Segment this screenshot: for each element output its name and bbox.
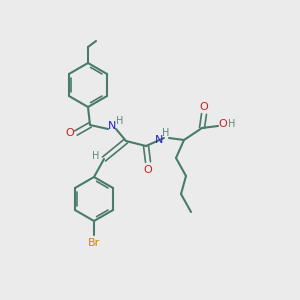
Text: O: O xyxy=(66,128,74,138)
Text: N: N xyxy=(108,121,116,131)
Text: O: O xyxy=(144,165,152,175)
Text: O: O xyxy=(200,102,208,112)
Text: H: H xyxy=(162,128,170,138)
Text: H: H xyxy=(228,119,236,129)
Text: O: O xyxy=(219,119,227,129)
Text: H: H xyxy=(92,151,100,161)
Text: H: H xyxy=(116,116,124,126)
Text: Br: Br xyxy=(88,238,100,248)
Text: N: N xyxy=(155,135,163,145)
